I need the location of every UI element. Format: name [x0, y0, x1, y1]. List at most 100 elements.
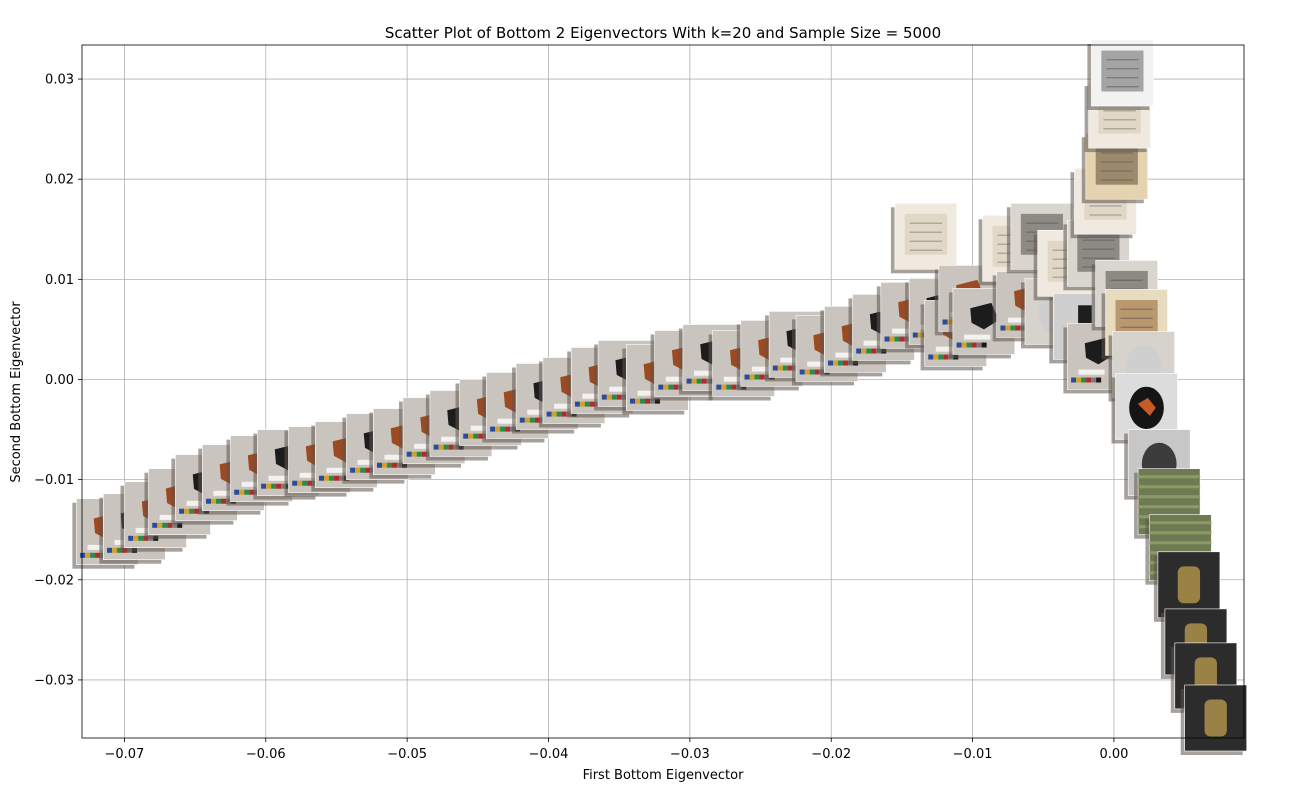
plot-frame	[81, 44, 1245, 739]
color-swatch	[350, 467, 356, 473]
color-swatch	[529, 417, 535, 423]
catalog-label	[665, 376, 692, 382]
color-swatch	[244, 489, 250, 495]
color-swatch	[211, 498, 217, 504]
color-swatch	[1091, 377, 1097, 383]
color-swatch	[966, 342, 972, 348]
color-swatch	[726, 384, 732, 390]
y-tick-label: 0.02	[45, 173, 74, 188]
color-swatch	[1010, 325, 1016, 331]
color-swatch	[307, 480, 313, 486]
color-swatch	[749, 374, 755, 380]
color-swatch	[833, 360, 839, 366]
color-swatch	[473, 433, 479, 439]
color-swatch	[856, 348, 862, 354]
color-swatch	[943, 354, 949, 360]
color-swatch	[421, 451, 427, 457]
x-axis-title: First Bottom Eigenvector	[583, 768, 745, 783]
catalog-label	[751, 366, 778, 372]
color-swatch	[828, 360, 834, 366]
catalog-label	[554, 403, 581, 409]
x-axis: −0.07 −0.06 −0.05 −0.04 −0.03 −0.02 −0.01 0.00	[104, 738, 1128, 762]
color-swatch	[324, 475, 330, 481]
color-swatch	[691, 378, 697, 384]
chart-title: Scatter Plot of Bottom 2 Eigenvectors Wi…	[385, 24, 941, 42]
catalog-label	[835, 352, 862, 358]
color-swatch	[138, 535, 144, 541]
color-swatch	[500, 426, 506, 432]
color-swatch	[640, 398, 646, 404]
color-swatch	[579, 401, 585, 407]
color-swatch	[912, 332, 918, 338]
color-swatch	[177, 522, 183, 528]
color-swatch	[686, 378, 692, 384]
color-swatch	[80, 552, 86, 558]
color-swatch	[184, 508, 190, 514]
color-swatch	[843, 360, 849, 366]
color-swatch	[777, 365, 783, 371]
y-tick-label: 0.01	[45, 273, 74, 288]
color-swatch	[239, 489, 245, 495]
color-swatch	[546, 411, 552, 417]
thumbnail-markers	[72, 39, 1247, 755]
color-swatch	[584, 401, 590, 407]
color-swatch	[524, 417, 530, 423]
color-swatch	[673, 384, 679, 390]
color-swatch	[206, 498, 212, 504]
color-swatch	[221, 498, 227, 504]
color-swatch	[406, 451, 412, 457]
color-swatch	[899, 336, 905, 342]
color-swatch	[861, 348, 867, 354]
color-swatch	[292, 480, 298, 486]
color-swatch	[319, 475, 325, 481]
catalog-label	[1078, 369, 1105, 375]
color-swatch	[799, 369, 805, 375]
color-swatch	[112, 547, 118, 553]
color-swatch	[172, 522, 178, 528]
color-swatch	[355, 467, 361, 473]
color-swatch	[754, 374, 760, 380]
color-swatch	[339, 475, 345, 481]
color-swatch	[266, 483, 272, 489]
catalog-label	[441, 436, 468, 442]
color-swatch	[981, 342, 987, 348]
color-swatch	[658, 384, 664, 390]
color-swatch	[519, 417, 525, 423]
color-swatch	[95, 552, 101, 558]
y-axis: −0.03 −0.02 −0.01 0.00 0.01 0.02 0.03	[34, 73, 82, 688]
y-tick-label: −0.02	[34, 573, 74, 588]
x-tick-label: −0.02	[811, 747, 851, 762]
x-tick-label: −0.05	[387, 747, 427, 762]
color-swatch	[387, 462, 393, 468]
color-swatch	[655, 398, 661, 404]
vase-decoration	[1137, 397, 1156, 416]
color-swatch	[917, 332, 923, 338]
x-tick-label: 0.00	[1099, 747, 1128, 762]
color-swatch	[1081, 377, 1087, 383]
color-swatch	[107, 547, 113, 553]
color-swatch	[281, 483, 287, 489]
color-swatch	[928, 354, 934, 360]
color-swatch	[744, 374, 750, 380]
x-tick-label: −0.01	[953, 747, 993, 762]
color-swatch	[838, 360, 844, 366]
color-swatch	[871, 348, 877, 354]
artifact-shape	[904, 213, 947, 255]
color-swatch	[976, 342, 982, 348]
color-swatch	[85, 552, 91, 558]
catalog-label	[497, 418, 524, 424]
color-swatch	[443, 444, 449, 450]
color-swatch	[663, 384, 669, 390]
color-swatch	[382, 462, 388, 468]
color-swatch	[329, 475, 335, 481]
color-swatch	[189, 508, 195, 514]
color-swatch	[611, 394, 617, 400]
y-tick-label: −0.01	[34, 473, 74, 488]
y-tick-label: 0.00	[45, 373, 74, 388]
color-swatch	[961, 342, 967, 348]
color-swatch	[971, 342, 977, 348]
color-swatch	[377, 462, 383, 468]
color-swatch	[721, 384, 727, 390]
catalog-label	[694, 370, 721, 376]
